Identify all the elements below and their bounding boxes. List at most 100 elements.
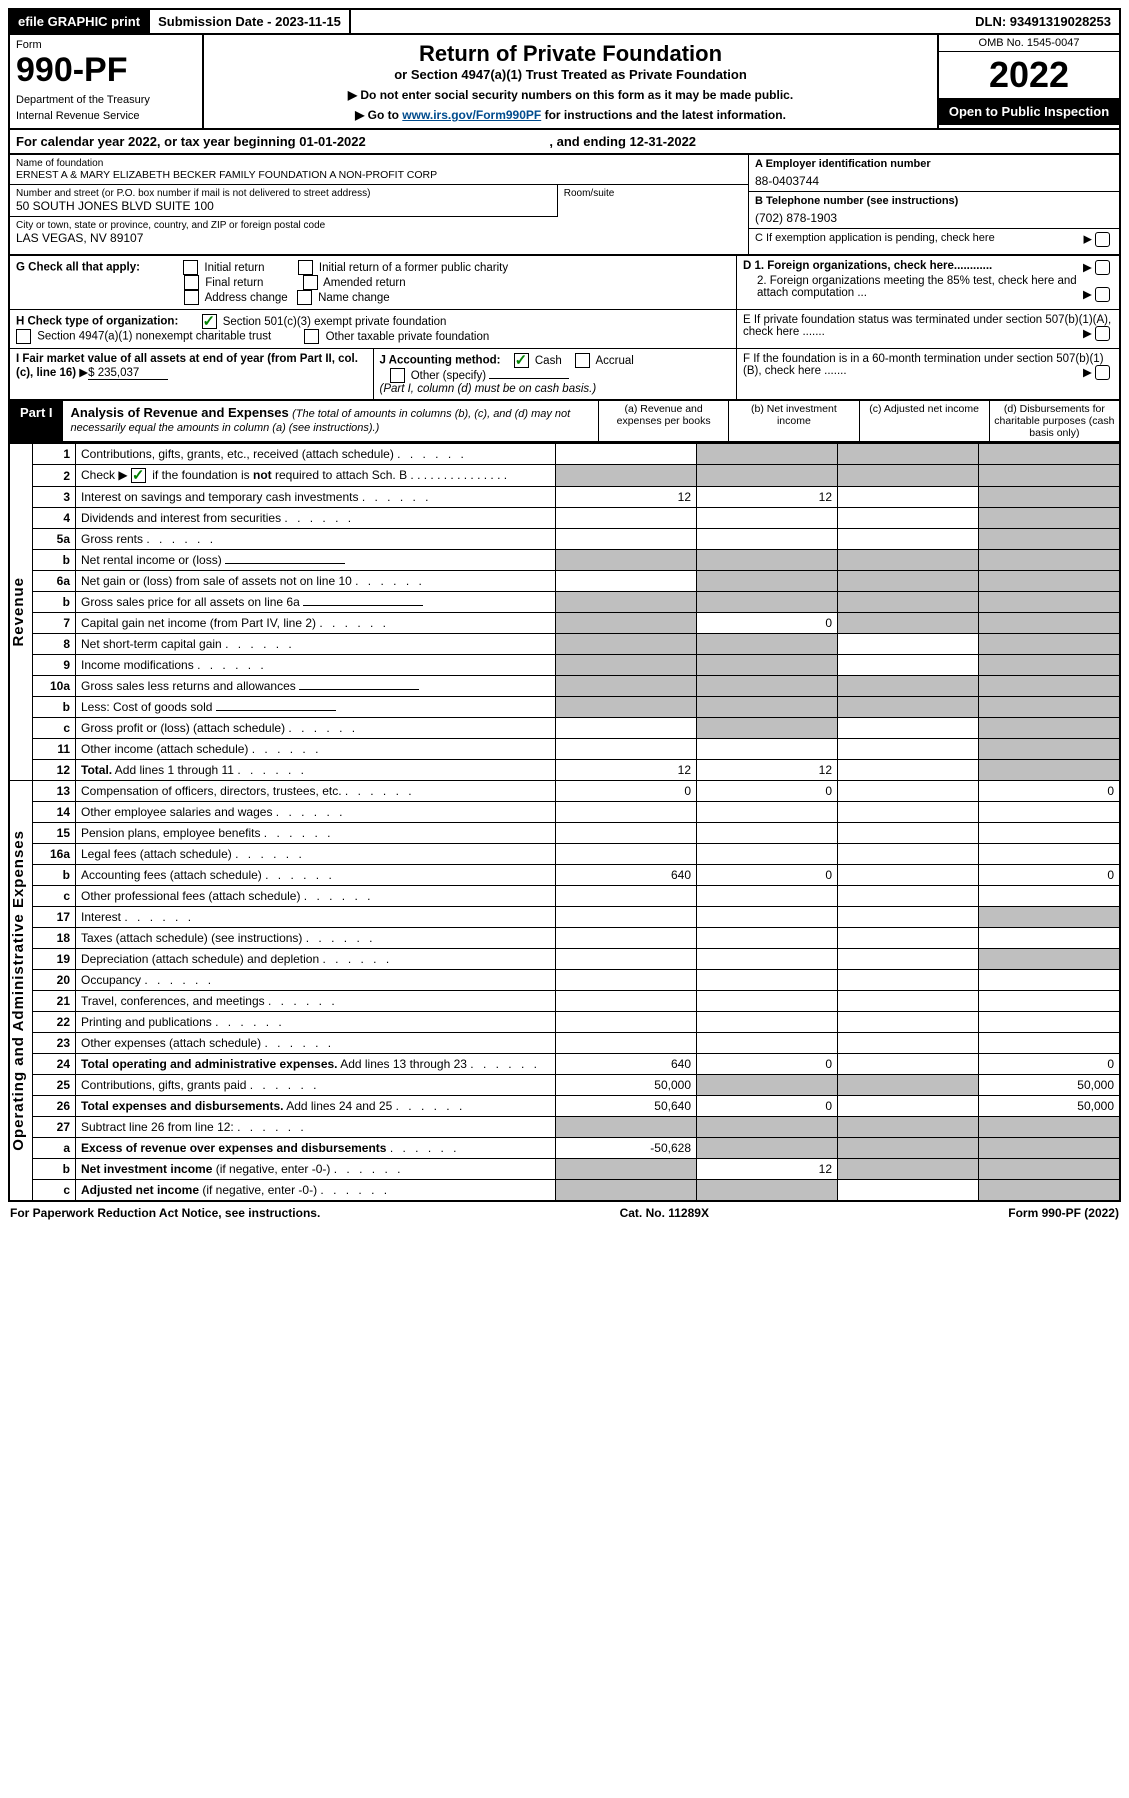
amount-cell xyxy=(979,444,1121,465)
g-initial-public-checkbox[interactable] xyxy=(298,260,313,275)
line-number: b xyxy=(33,550,76,571)
amount-cell xyxy=(697,928,838,949)
amount-cell xyxy=(979,592,1121,613)
amount-cell xyxy=(979,676,1121,697)
line-number: 3 xyxy=(33,487,76,508)
line-row: bAccounting fees (attach schedule) . . .… xyxy=(9,865,1120,886)
h-other-checkbox[interactable] xyxy=(304,329,319,344)
e-checkbox[interactable] xyxy=(1095,326,1110,341)
footer-left: For Paperwork Reduction Act Notice, see … xyxy=(10,1206,320,1220)
amount-cell: 0 xyxy=(979,1054,1121,1075)
line-desc: Pension plans, employee benefits . . . .… xyxy=(76,823,556,844)
line-row: 12Total. Add lines 1 through 11 . . . . … xyxy=(9,760,1120,781)
form-header: Form 990-PF Department of the Treasury I… xyxy=(8,35,1121,130)
g-address-checkbox[interactable] xyxy=(184,290,199,305)
amount-cell xyxy=(697,802,838,823)
line-number: b xyxy=(33,592,76,613)
line-desc: Net gain or (loss) from sale of assets n… xyxy=(76,571,556,592)
amount-cell xyxy=(556,508,697,529)
amount-cell xyxy=(556,655,697,676)
g-final-checkbox[interactable] xyxy=(184,275,199,290)
line-number: 12 xyxy=(33,760,76,781)
j-cash-checkbox[interactable] xyxy=(514,353,529,368)
line-number: 16a xyxy=(33,844,76,865)
j-accrual: Accrual xyxy=(596,355,634,367)
g-amended-checkbox[interactable] xyxy=(303,275,318,290)
amount-cell xyxy=(979,1159,1121,1180)
g-initial-checkbox[interactable] xyxy=(183,260,198,275)
amount-cell xyxy=(697,739,838,760)
amount-cell xyxy=(838,465,979,487)
address-cell: Number and street (or P.O. box number if… xyxy=(10,185,557,217)
cal-pre: For calendar year 2022, or tax year begi… xyxy=(16,134,299,149)
line-number: 1 xyxy=(33,444,76,465)
amount-cell xyxy=(838,444,979,465)
amount-cell xyxy=(556,1012,697,1033)
f-checkbox[interactable] xyxy=(1095,365,1110,380)
amount-cell xyxy=(556,718,697,739)
line-number: 8 xyxy=(33,634,76,655)
line-desc: Gross rents . . . . . . xyxy=(76,529,556,550)
section-g-d: G Check all that apply: Initial return I… xyxy=(8,256,1121,310)
g-initial: Initial return xyxy=(204,262,264,274)
section-h-e: H Check type of organization: Section 50… xyxy=(8,310,1121,349)
line-row: bGross sales price for all assets on lin… xyxy=(9,592,1120,613)
h-label: H Check type of organization: xyxy=(16,316,178,328)
line-number: c xyxy=(33,886,76,907)
amount-cell xyxy=(979,760,1121,781)
d1-checkbox[interactable] xyxy=(1095,260,1110,275)
amount-cell xyxy=(556,550,697,571)
amount-cell xyxy=(838,823,979,844)
line-row: Operating and Administrative Expenses13C… xyxy=(9,781,1120,802)
g-name-checkbox[interactable] xyxy=(297,290,312,305)
c-label: C If exemption application is pending, c… xyxy=(755,232,995,244)
amount-cell: 640 xyxy=(556,1054,697,1075)
col-c-header: (c) Adjusted net income xyxy=(859,401,989,441)
amount-cell xyxy=(697,970,838,991)
line-number: 4 xyxy=(33,508,76,529)
amount-cell xyxy=(697,1138,838,1159)
amount-cell xyxy=(697,718,838,739)
line-row: 3Interest on savings and temporary cash … xyxy=(9,487,1120,508)
amount-cell xyxy=(556,802,697,823)
line-desc: Less: Cost of goods sold xyxy=(76,697,556,718)
line-desc: Legal fees (attach schedule) . . . . . . xyxy=(76,844,556,865)
line-desc: Occupancy . . . . . . xyxy=(76,970,556,991)
line-number: 23 xyxy=(33,1033,76,1054)
amount-cell xyxy=(979,823,1121,844)
amount-cell xyxy=(697,886,838,907)
amount-cell xyxy=(838,1138,979,1159)
line-row: 26Total expenses and disbursements. Add … xyxy=(9,1096,1120,1117)
submission-date: Submission Date - 2023-11-15 xyxy=(150,10,351,33)
d2-checkbox[interactable] xyxy=(1095,287,1110,302)
amount-cell xyxy=(979,886,1121,907)
amount-cell xyxy=(697,823,838,844)
ein-label: A Employer identification number xyxy=(755,158,931,170)
j-note: (Part I, column (d) must be on cash basi… xyxy=(380,383,597,395)
amount-cell xyxy=(979,487,1121,508)
j-other-checkbox[interactable] xyxy=(390,368,405,383)
phone-cell: B Telephone number (see instructions) (7… xyxy=(749,192,1119,229)
j-accrual-checkbox[interactable] xyxy=(575,353,590,368)
amount-cell xyxy=(838,1054,979,1075)
i-value: $ 235,037 xyxy=(88,367,168,380)
schb-checkbox[interactable] xyxy=(131,468,146,483)
amount-cell: 12 xyxy=(556,760,697,781)
line-desc: Total expenses and disbursements. Add li… xyxy=(76,1096,556,1117)
instr-post: for instructions and the latest informat… xyxy=(541,108,786,122)
instr-link[interactable]: www.irs.gov/Form990PF xyxy=(402,108,541,122)
line-number: 5a xyxy=(33,529,76,550)
ein-cell: A Employer identification number 88-0403… xyxy=(749,155,1119,192)
amount-cell xyxy=(979,508,1121,529)
amount-cell xyxy=(697,508,838,529)
line-row: 4Dividends and interest from securities … xyxy=(9,508,1120,529)
c-checkbox[interactable] xyxy=(1095,232,1110,247)
line-row: 7Capital gain net income (from Part IV, … xyxy=(9,613,1120,634)
city-label: City or town, state or province, country… xyxy=(16,220,742,231)
h-501c3-checkbox[interactable] xyxy=(202,314,217,329)
addr-label: Number and street (or P.O. box number if… xyxy=(16,188,551,199)
amount-cell: 0 xyxy=(556,781,697,802)
h-4947-checkbox[interactable] xyxy=(16,329,31,344)
line-row: 22Printing and publications . . . . . . xyxy=(9,1012,1120,1033)
h-4947: Section 4947(a)(1) nonexempt charitable … xyxy=(37,331,271,343)
